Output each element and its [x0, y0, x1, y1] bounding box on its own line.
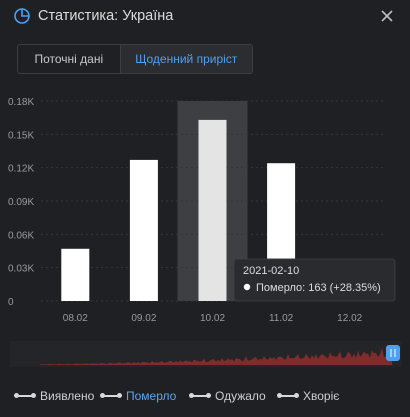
y-tick-label: 0.18K [8, 97, 34, 108]
bar [61, 248, 90, 301]
tooltip-dot [243, 283, 251, 291]
y-tick-label: 0.03K [8, 264, 34, 275]
legend-line-icon [100, 391, 122, 401]
legend-label: Одужало [215, 389, 266, 403]
legend-item-detected[interactable]: Виявлено [14, 387, 94, 405]
legend-label: Хворіє [303, 389, 340, 403]
y-tick-label: 0.12K [8, 164, 34, 175]
legend-label: Померло [126, 389, 177, 403]
legend-line-icon [189, 391, 211, 401]
y-tick-label: 0.09K [8, 197, 34, 208]
bar [129, 159, 158, 301]
overview-range-handle [386, 345, 400, 361]
tooltip-box [233, 258, 396, 302]
legend-label: Виявлено [40, 389, 95, 403]
y-tick-label: 0.15K [8, 130, 34, 141]
legend-line-icon [14, 391, 36, 401]
x-tick-label: 08.02 [63, 313, 88, 324]
pie-chart-icon [14, 8, 30, 24]
x-tick-label: 12.02 [337, 313, 362, 324]
x-tick-label: 09.02 [131, 313, 156, 324]
x-tick-label: 10.02 [200, 313, 225, 324]
y-tick-label: 0 [8, 297, 14, 308]
x-tick-label: 11.02 [269, 313, 294, 324]
view-tabs: Поточні дані Щоденний приріст [17, 44, 253, 74]
legend-item-sick[interactable]: Хворіє [277, 387, 339, 405]
close-icon[interactable] [375, 4, 399, 28]
y-tick-label: 0.06K [8, 230, 34, 241]
legend-item-died[interactable]: Померло [100, 387, 176, 405]
tooltip-date: 2021-02-10 [243, 265, 299, 277]
tooltip-text: Померло: 163 (+28.35%) [256, 282, 381, 294]
page-title: Статистика: Україна [38, 8, 174, 24]
panel-header: Статистика: Україна [0, 0, 410, 34]
tab-daily-growth[interactable]: Щоденний приріст [119, 45, 252, 73]
overview-area [40, 347, 392, 365]
legend-line-icon [277, 391, 299, 401]
bar-chart: 0 0.03K 0.06K 0.09K 0.12K 0.15K 0.18K 08.02 09.0… [8, 97, 402, 367]
legend-item-recovered[interactable]: Одужало [189, 387, 266, 405]
tab-current-data[interactable]: Поточні дані [34, 52, 104, 66]
bar [198, 119, 227, 301]
chart-legend: Виявлено Померло Одужало Хворіє [14, 387, 404, 405]
